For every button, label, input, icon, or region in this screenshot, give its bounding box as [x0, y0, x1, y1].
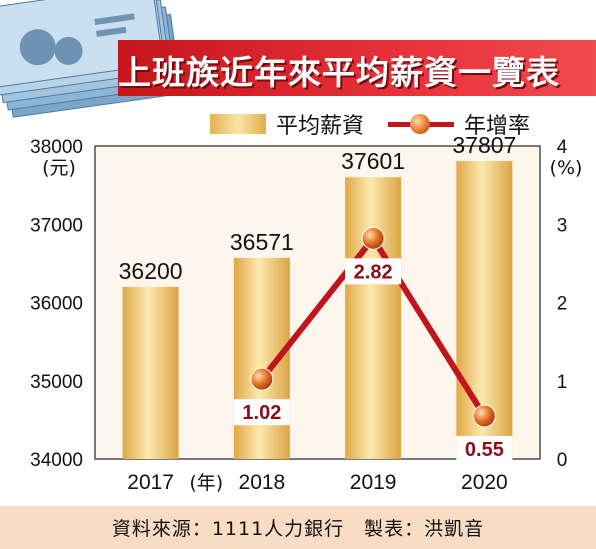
- legend-line-label: 年增率: [464, 114, 531, 139]
- bar: [122, 286, 179, 459]
- chart: 34000 35000 36000 37000 38000(元) 0 1 2 3 4(%) 20…: [30, 132, 583, 494]
- left-tick-label: 35000: [30, 372, 83, 393]
- x-tick-label: 2019: [350, 471, 397, 494]
- legend-bar-label: 平均薪資: [276, 114, 365, 139]
- growth-rate-label-bg: [456, 435, 513, 462]
- right-axis-unit: (%): [550, 157, 583, 179]
- source-footer: 資料來源：1111人力銀行 製表：洪凱音: [0, 506, 596, 549]
- left-tick-label: 36000: [30, 294, 83, 315]
- right-tick-label: 2: [557, 294, 568, 315]
- title-banner: [118, 40, 596, 96]
- legend-line-swatch: [388, 114, 455, 134]
- growth-rate-point: [472, 404, 496, 428]
- legend: 平均薪資 年增率: [210, 108, 530, 140]
- right-tick-label: 4: [557, 137, 568, 158]
- bar-value-label: 37807: [452, 132, 516, 158]
- growth-rate-label: 1.02: [242, 402, 281, 424]
- left-tick-label: 34000: [30, 450, 83, 471]
- left-tick-label: 38000: [30, 137, 83, 158]
- growth-rate-label: 0.55: [465, 439, 504, 461]
- source-text: 資料來源：1111人力銀行 製表：洪凱音: [111, 518, 485, 540]
- bar-value-label: 36200: [119, 258, 183, 284]
- x-tick-label: 2017: [127, 471, 174, 494]
- bar: [345, 177, 402, 460]
- legend-bar-swatch: [210, 114, 266, 134]
- x-tick-label: 2020: [461, 471, 508, 494]
- chart-title: 上班族近年來平均薪資一覽表: [118, 53, 560, 92]
- left-axis-unit: (元): [42, 157, 76, 179]
- right-tick-label: 1: [557, 372, 568, 393]
- x-tick-label: 2018: [239, 471, 286, 494]
- growth-rate-point: [250, 367, 274, 391]
- x-axis-unit: (年): [189, 472, 223, 494]
- bar-value-label: 37601: [341, 148, 405, 174]
- right-tick-label: 3: [557, 215, 568, 236]
- left-tick-label: 37000: [30, 215, 83, 236]
- growth-rate-point: [361, 226, 385, 250]
- bar-value-label: 36571: [230, 229, 294, 255]
- growth-rate-label: 2.82: [354, 261, 393, 283]
- growth-rate-label-bg: [233, 399, 290, 426]
- growth-rate-label-bg: [345, 258, 402, 285]
- right-tick-label: 0: [557, 450, 568, 471]
